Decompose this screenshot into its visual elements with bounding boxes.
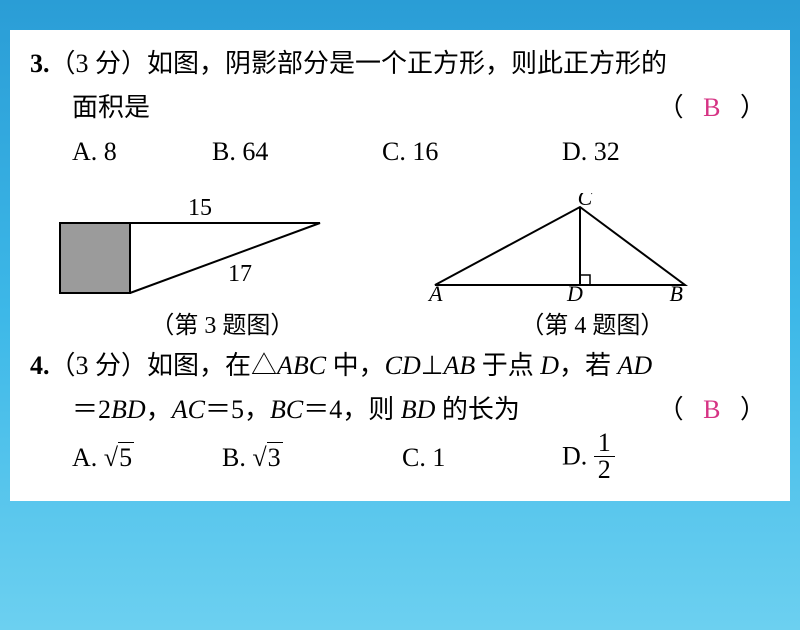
- q3-line1: 3.（3 分）如图，阴影部分是一个正方形，则此正方形的: [30, 42, 770, 86]
- q4-number: 4.: [30, 351, 50, 380]
- q3-label-17: 17: [228, 261, 252, 287]
- q4-line1: 4.（3 分）如图，在△ABC 中，CD⊥AB 于点 D，若 AD: [30, 344, 770, 388]
- q4-paren-open: （: [658, 395, 684, 424]
- sqrt-icon: √5: [104, 442, 134, 472]
- q3-points: （3 分）: [50, 49, 148, 78]
- q3-opt-D: D. 32: [562, 130, 620, 174]
- q4-figure-svg: C A D B: [415, 193, 715, 303]
- q4-label-A: A: [427, 281, 443, 303]
- q3-opt-C: C. 16: [382, 130, 562, 174]
- q4-options: A. √5 B. √3 C. 1 D. 12: [30, 432, 770, 485]
- q4-paren-close: ）: [740, 395, 766, 424]
- q4-label-D: D: [566, 281, 583, 303]
- q3-opt-A: A. 8: [72, 130, 212, 174]
- q3-answer: B: [703, 93, 720, 122]
- q3-options: A. 8 B. 64 C. 16 D. 32: [30, 130, 770, 174]
- q3-figure-block: 15 17 （第 3 题图）: [30, 183, 415, 340]
- q3-stem1: 如图，阴影部分是一个正方形，则此正方形的: [147, 49, 667, 78]
- q3-line2: 面积是 （ B ）: [30, 86, 770, 130]
- q3-figure-svg: 15 17: [30, 183, 360, 303]
- q4-label-C: C: [577, 193, 592, 210]
- q4-opt-D: D. 12: [562, 432, 615, 485]
- figures-row: 15 17 （第 3 题图） C A D B （第 4 题图）: [30, 183, 770, 340]
- q3-figure-caption: （第 3 题图）: [30, 305, 415, 340]
- q3-stem2: 面积是: [72, 86, 150, 130]
- q4-answer: B: [703, 395, 720, 424]
- q4-figure-block: C A D B （第 4 题图）: [415, 193, 770, 340]
- q4-figure-caption: （第 4 题图）: [415, 305, 770, 340]
- q4-opt-A: A. √5: [72, 436, 222, 480]
- q3-label-15: 15: [188, 195, 212, 221]
- q3-answer-group: （ B ）: [658, 86, 770, 130]
- fraction: 12: [594, 430, 615, 483]
- q4-line2: ＝2BD，AC＝5，BC＝4，则 BD 的长为 （ B ）: [30, 388, 770, 432]
- q4-opt-C: C. 1: [402, 436, 562, 480]
- problems-card: 3.（3 分）如图，阴影部分是一个正方形，则此正方形的 面积是 （ B ） A.…: [10, 30, 790, 501]
- sqrt-icon: √3: [252, 442, 282, 472]
- q4-opt-B: B. √3: [222, 436, 402, 480]
- q4-answer-group: （ B ）: [658, 388, 770, 432]
- q4-points: （3 分）: [50, 351, 148, 380]
- q3-opt-B: B. 64: [212, 130, 382, 174]
- q3-paren-close: ）: [740, 93, 766, 122]
- q3-number: 3.: [30, 49, 50, 78]
- q4-label-B: B: [669, 281, 682, 303]
- q3-paren-open: （: [658, 93, 684, 122]
